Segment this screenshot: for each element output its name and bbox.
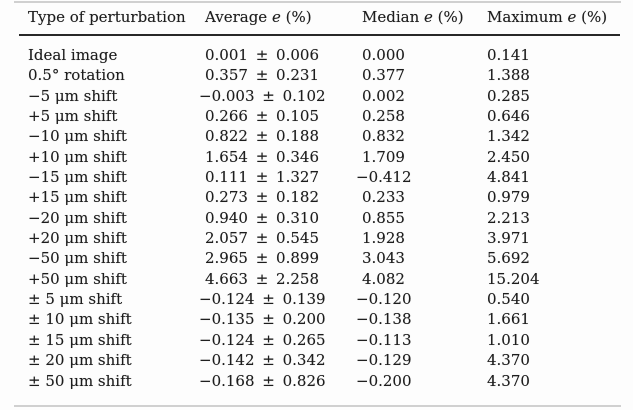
cell-average: 0.357 ± 0.231 <box>205 66 319 85</box>
cell-average: 0.001 ± 0.006 <box>205 46 319 64</box>
cell-perturbation-type: −15 μm shift <box>28 168 127 187</box>
cell-perturbation-type: ± 10 μm shift <box>28 310 132 329</box>
cell-average: −0.135 ± 0.200 <box>199 310 326 329</box>
cell-maximum: 0.540 <box>487 290 530 309</box>
cell-average: 0.266 ± 0.105 <box>205 107 319 126</box>
cell-average: −0.124 ± 0.139 <box>199 290 326 309</box>
cell-median: 0.002 <box>362 86 405 105</box>
cell-perturbation-type: ± 20 μm shift <box>28 351 132 370</box>
cell-maximum: 1.388 <box>487 66 530 85</box>
math-symbol-e: e <box>567 8 577 26</box>
cell-maximum: 1.342 <box>487 127 530 146</box>
cell-maximum: 2.450 <box>487 147 530 166</box>
cell-maximum: 1.010 <box>487 330 530 349</box>
cell-maximum: 0.141 <box>487 46 530 64</box>
cell-perturbation-type: +10 μm shift <box>28 147 127 166</box>
cell-maximum: 15.204 <box>487 269 540 288</box>
cell-maximum: 1.661 <box>487 310 530 329</box>
cell-median: 0.377 <box>362 66 405 85</box>
column-header-type: Type of perturbation <box>19 2 205 36</box>
table-row: −15 μm shift 0.111 ± 1.327 −0.412 4.841 <box>19 167 620 187</box>
cell-perturbation-type: +20 μm shift <box>28 229 127 248</box>
table-row: 0.5° rotation 0.357 ± 0.231 0.377 1.388 <box>19 65 620 85</box>
cell-average: 2.965 ± 0.899 <box>205 249 319 268</box>
cell-perturbation-type: −50 μm shift <box>28 249 127 268</box>
table-row: −10 μm shift 0.822 ± 0.188 0.832 1.342 <box>19 126 620 146</box>
cell-perturbation-type: ± 50 μm shift <box>28 371 132 390</box>
column-header-maximum: Maximum e (%) <box>487 2 620 36</box>
cell-perturbation-type: +15 μm shift <box>28 188 127 207</box>
cell-median: −0.138 <box>356 310 412 329</box>
table-row: Ideal image 0.001 ± 0.006 0.000 0.141 <box>19 35 620 65</box>
cell-median: 1.928 <box>362 229 405 248</box>
cell-perturbation-type: +50 μm shift <box>28 269 127 288</box>
table-row: ± 5 μm shift −0.124 ± 0.139 −0.120 0.540 <box>19 289 620 309</box>
cell-average: 0.822 ± 0.188 <box>205 127 319 146</box>
cell-median: 0.855 <box>362 208 405 227</box>
cell-average: −0.168 ± 0.826 <box>199 371 326 390</box>
table-row: +20 μm shift 2.057 ± 0.545 1.928 3.971 <box>19 228 620 248</box>
cell-median: −0.129 <box>356 351 412 370</box>
cell-perturbation-type: Ideal image <box>28 46 118 64</box>
table-bottom-rule <box>14 405 621 407</box>
cell-maximum: 4.370 <box>487 371 530 390</box>
cell-maximum: 4.841 <box>487 168 530 187</box>
cell-median: −0.412 <box>356 168 412 187</box>
cell-median: 1.709 <box>362 147 405 166</box>
cell-average: 4.663 ± 2.258 <box>205 269 319 288</box>
table-row: +15 μm shift 0.273 ± 0.182 0.233 0.979 <box>19 187 620 207</box>
cell-average: −0.124 ± 0.265 <box>199 330 326 349</box>
column-header-median: Median e (%) <box>362 2 487 36</box>
cell-average: 0.111 ± 1.327 <box>205 168 319 187</box>
cell-average: −0.003 ± 0.102 <box>199 86 326 105</box>
table-row: +10 μm shift 1.654 ± 0.346 1.709 2.450 <box>19 147 620 167</box>
cell-perturbation-type: ± 5 μm shift <box>28 290 123 309</box>
cell-perturbation-type: ± 15 μm shift <box>28 330 132 349</box>
cell-maximum: 2.213 <box>487 208 530 227</box>
table-row: −5 μm shift −0.003 ± 0.102 0.002 0.285 <box>19 86 620 106</box>
cell-median: 0.233 <box>362 188 405 207</box>
cell-maximum: 4.370 <box>487 351 530 370</box>
cell-average: 0.940 ± 0.310 <box>205 208 319 227</box>
table-row: +50 μm shift 4.663 ± 2.258 4.082 15.204 <box>19 269 620 289</box>
cell-median: 3.043 <box>362 249 405 268</box>
cell-maximum: 0.285 <box>487 86 530 105</box>
cell-average: −0.142 ± 0.342 <box>199 351 326 370</box>
table-row: ± 20 μm shift −0.142 ± 0.342 −0.129 4.37… <box>19 350 620 370</box>
table-row: −50 μm shift 2.965 ± 0.899 3.043 5.692 <box>19 248 620 268</box>
cell-maximum: 0.646 <box>487 107 530 126</box>
table-row: ± 15 μm shift −0.124 ± 0.265 −0.113 1.01… <box>19 330 620 350</box>
cell-average: 0.273 ± 0.182 <box>205 188 319 207</box>
math-symbol-e: e <box>271 8 281 26</box>
cell-median: 4.082 <box>362 269 405 288</box>
cell-perturbation-type: −5 μm shift <box>28 86 118 105</box>
cell-maximum: 0.979 <box>487 188 530 207</box>
cell-perturbation-type: 0.5° rotation <box>28 66 125 85</box>
cell-average: 2.057 ± 0.545 <box>205 229 319 248</box>
cell-average: 1.654 ± 0.346 <box>205 147 319 166</box>
cell-median: 0.258 <box>362 107 405 126</box>
table-row: ± 50 μm shift −0.168 ± 0.826 −0.200 4.37… <box>19 371 620 391</box>
cell-median: −0.200 <box>356 371 412 390</box>
cell-median: −0.120 <box>356 290 412 309</box>
table-row: +5 μm shift 0.266 ± 0.105 0.258 0.646 <box>19 106 620 126</box>
cell-perturbation-type: −20 μm shift <box>28 208 127 227</box>
math-symbol-e: e <box>424 8 433 26</box>
cell-median: 0.832 <box>362 127 405 146</box>
cell-perturbation-type: +5 μm shift <box>28 107 118 126</box>
table-row: −20 μm shift 0.940 ± 0.310 0.855 2.213 <box>19 208 620 228</box>
cell-maximum: 3.971 <box>487 229 530 248</box>
column-header-average: Average e (%) <box>205 2 362 36</box>
header-row: Type of perturbation Average e (%) Media… <box>19 2 620 36</box>
cell-median: 0.000 <box>362 46 405 64</box>
cell-median: −0.113 <box>356 330 412 349</box>
perturbation-results-table: Type of perturbation Average e (%) Media… <box>19 2 620 391</box>
cell-maximum: 5.692 <box>487 249 530 268</box>
cell-perturbation-type: −10 μm shift <box>28 127 127 146</box>
table-row: ± 10 μm shift −0.135 ± 0.200 −0.138 1.66… <box>19 309 620 329</box>
